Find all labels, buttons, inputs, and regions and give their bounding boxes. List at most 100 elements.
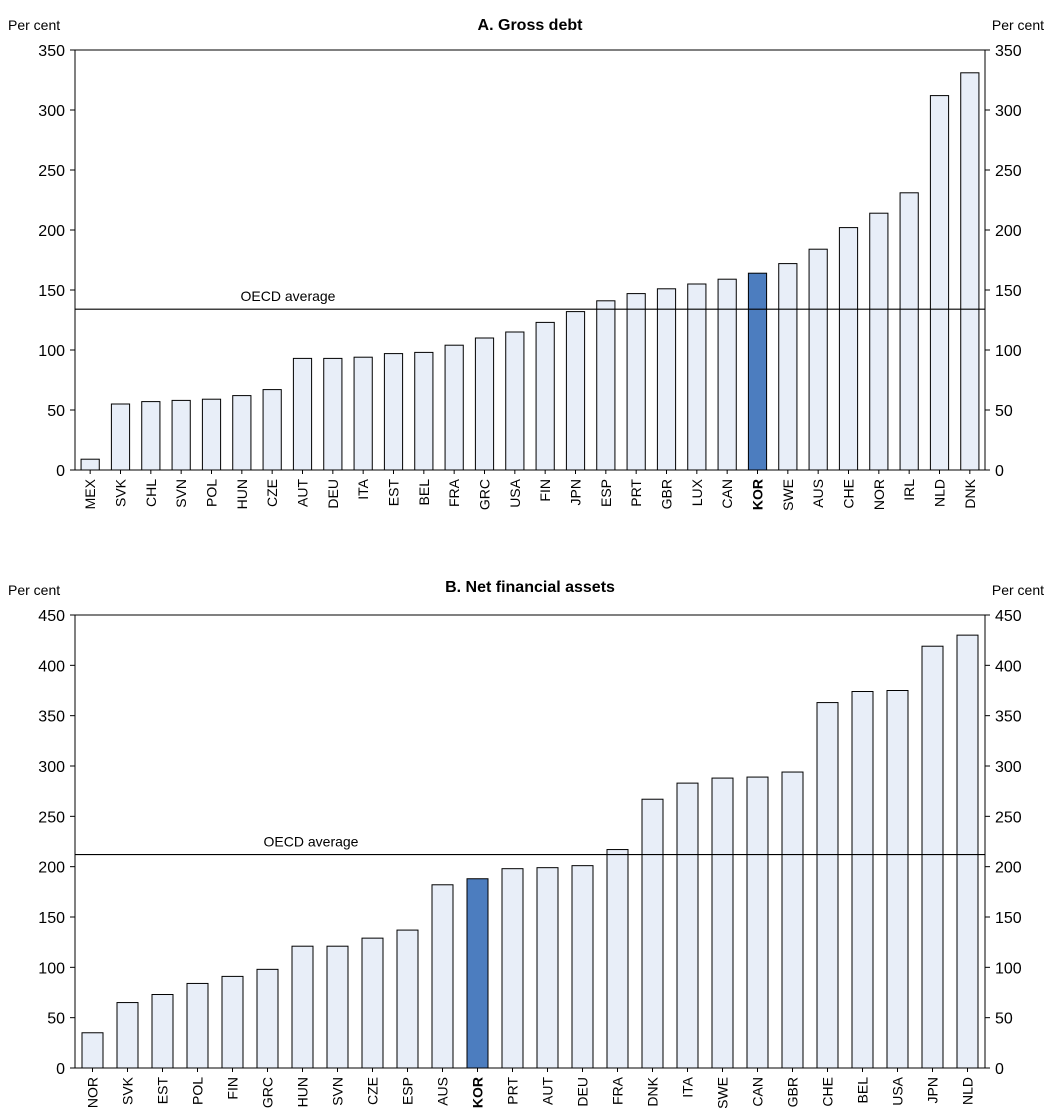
bar-mex xyxy=(80,458,100,471)
x-category-label: CHE xyxy=(820,1077,836,1107)
x-category-label: NOR xyxy=(871,479,887,510)
x-category-label: POL xyxy=(190,1077,206,1105)
bar-hun xyxy=(232,395,252,471)
x-category-label: GBR xyxy=(785,1077,801,1107)
y-tick-label-right: 400 xyxy=(995,658,1022,675)
bar-svk xyxy=(110,403,131,471)
x-category-label: LUX xyxy=(689,478,705,506)
chart-title: A. Gross debt xyxy=(478,17,584,34)
x-category-label: FIN xyxy=(225,1077,241,1100)
bar-swe xyxy=(711,777,734,1069)
bar-prt xyxy=(626,293,646,471)
x-category-label: DNK xyxy=(962,478,978,508)
x-category-label: HUN xyxy=(234,479,250,509)
x-category-label: ESP xyxy=(400,1077,416,1105)
x-category-label: CHL xyxy=(143,479,159,507)
bar-lux xyxy=(687,283,707,471)
y-tick-label-left: 450 xyxy=(38,608,65,625)
y-tick-label-left: 100 xyxy=(38,960,65,977)
bar-cze xyxy=(361,937,384,1069)
bar-usa xyxy=(505,331,525,471)
x-category-label: EST xyxy=(386,479,402,507)
y-tick-label-right: 200 xyxy=(995,860,1022,877)
bar-bel xyxy=(414,351,434,471)
y-tick-label-left: 300 xyxy=(38,103,65,120)
x-category-label: POL xyxy=(204,479,220,507)
x-category-label: USA xyxy=(890,1076,906,1105)
chart-title: B. Net financial assets xyxy=(445,579,615,596)
bar-nor xyxy=(81,1032,104,1069)
x-category-label: SVK xyxy=(113,478,129,507)
y-tick-label-right: 350 xyxy=(995,709,1022,726)
x-category-label: FRA xyxy=(610,1076,626,1105)
x-category-label: USA xyxy=(507,478,523,507)
y-tick-label-right: 250 xyxy=(995,809,1022,826)
x-category-label: HUN xyxy=(295,1077,311,1107)
x-category-label: SVK xyxy=(120,1076,136,1105)
bar-nld xyxy=(929,95,950,471)
y-tick-label-left: 400 xyxy=(38,658,65,675)
y-tick-label-right: 300 xyxy=(995,103,1022,120)
x-category-label: KOR xyxy=(470,1077,486,1108)
y-tick-label-right: 300 xyxy=(995,759,1022,776)
bar-kor xyxy=(466,878,489,1069)
bar-pol xyxy=(201,398,222,471)
y-tick-label-left: 50 xyxy=(47,403,65,420)
y-tick-label-left: 200 xyxy=(38,223,65,240)
x-category-label: DNK xyxy=(645,1076,661,1106)
bar-gbr xyxy=(656,288,677,471)
bar-bel xyxy=(851,691,874,1069)
x-category-label: AUT xyxy=(540,1077,556,1105)
bar-aus xyxy=(431,884,454,1069)
y-tick-label-left: 350 xyxy=(38,43,65,60)
x-category-label: CZE xyxy=(264,479,280,507)
bar-can xyxy=(746,776,769,1069)
x-category-label: PRT xyxy=(505,1077,521,1105)
bar-fra xyxy=(606,849,629,1069)
x-category-label: ESP xyxy=(598,479,614,507)
x-category-label: SWE xyxy=(715,1077,731,1108)
bar-ita xyxy=(676,782,699,1069)
x-category-label: SVN xyxy=(173,479,189,508)
bar-che xyxy=(838,227,859,471)
x-category-label: GRC xyxy=(260,1077,276,1108)
y-tick-label-left: 0 xyxy=(56,463,65,480)
panel-net-financial-assets: B. Net financial assets Per cent Per cent 0… xyxy=(8,579,1044,1108)
y-tick-label-right: 150 xyxy=(995,910,1022,927)
y-tick-label-left: 150 xyxy=(38,910,65,927)
bar-chl xyxy=(141,401,161,471)
bar-nor xyxy=(869,212,889,471)
y-tick-label-right: 0 xyxy=(995,463,1004,480)
bar-pol xyxy=(186,982,209,1069)
bar-usa xyxy=(886,690,909,1069)
y-tick-label-left: 350 xyxy=(38,709,65,726)
bar-aus xyxy=(808,248,828,471)
x-category-label: CZE xyxy=(365,1077,381,1105)
x-category-label: NLD xyxy=(960,1077,976,1105)
bar-swe xyxy=(778,263,798,471)
bar-cze xyxy=(262,389,282,471)
x-category-label: ITA xyxy=(680,1076,696,1097)
plot-frame xyxy=(74,49,986,471)
bar-aut xyxy=(292,357,313,471)
oecd-average-label: OECD average xyxy=(264,834,359,850)
x-category-label: GRC xyxy=(477,479,493,510)
x-category-label: AUT xyxy=(295,479,311,507)
x-category-label: SVN xyxy=(330,1077,346,1106)
x-category-label: CHE xyxy=(841,479,857,509)
y-tick-label-left: 250 xyxy=(38,163,65,180)
y-axis-unit-right: Per cent xyxy=(992,582,1044,598)
x-category-label: JPN xyxy=(568,479,584,505)
bar-dnk xyxy=(960,72,980,471)
oecd-average-label: OECD average xyxy=(241,288,336,304)
bar-nld xyxy=(956,634,979,1069)
y-tick-label-left: 0 xyxy=(56,1061,65,1078)
bar-deu xyxy=(323,357,343,471)
x-category-label: BEL xyxy=(416,479,432,506)
bar-est xyxy=(383,353,404,471)
bar-dnk xyxy=(641,798,664,1069)
x-category-label: NOR xyxy=(85,1077,101,1108)
bar-jpn xyxy=(921,645,944,1069)
y-tick-label-right: 350 xyxy=(995,43,1022,60)
